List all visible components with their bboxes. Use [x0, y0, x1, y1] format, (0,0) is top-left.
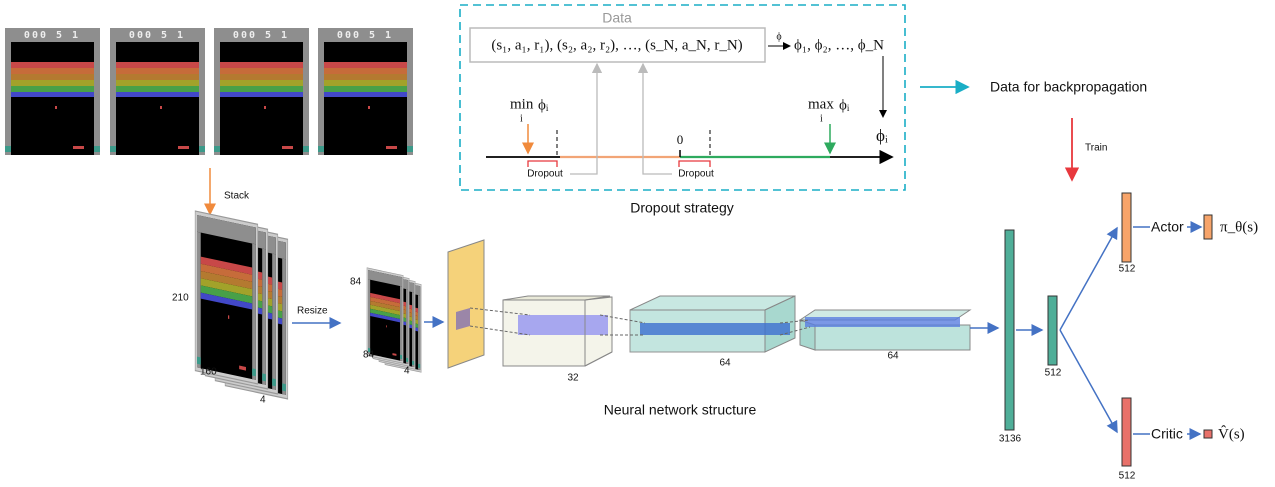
data-tuple: (s₁, a₁, r₁), (s₂, a₂, r₂), …, (s_N, a_N… [491, 37, 742, 53]
critic-size: 512 [1119, 471, 1136, 482]
conv-channels: 32 [567, 373, 579, 384]
max-operator: max [808, 96, 834, 112]
game-frames: 000 5 1 000 5 1 000 5 1 000 5 1 [5, 28, 413, 155]
zero-label: 0 [677, 132, 684, 147]
value-node [1203, 429, 1213, 439]
actor-size: 512 [1119, 264, 1136, 275]
train-label: Train [1085, 143, 1107, 154]
data-title: Data [602, 10, 632, 26]
resized-depth: 4 [404, 366, 410, 377]
stacked-frame [194, 210, 259, 385]
frame-image [368, 270, 403, 362]
critic-label: Critic [1151, 426, 1183, 442]
backprop-label: Data for backpropagation [990, 79, 1147, 95]
conv-channels: 64 [719, 358, 731, 369]
dropout-box [459, 4, 906, 191]
critic-branch [1059, 329, 1118, 434]
game-frame: 000 5 1 [318, 28, 413, 155]
frame-score: 000 5 1 [129, 30, 185, 41]
resized-height: 84 [350, 277, 362, 288]
frame-score: 000 5 1 [233, 30, 289, 41]
conv-channels: 64 [887, 351, 899, 362]
input-depth: 4 [260, 395, 266, 406]
dropout-link [570, 62, 603, 175]
dropout-bracket [678, 160, 711, 167]
max-index: i [820, 113, 823, 124]
receptive-lines [469, 307, 811, 336]
resized-stack [366, 267, 422, 373]
actor-branch [1059, 226, 1118, 331]
input-layer [447, 239, 485, 369]
input-width: 160 [200, 367, 217, 378]
min-term: ϕᵢ [538, 97, 549, 113]
data-box [469, 27, 766, 63]
game-frame: 000 5 1 [110, 28, 205, 155]
axis-label: ϕᵢ [876, 126, 888, 145]
frame-image [5, 28, 100, 155]
dropout-label: Dropout [527, 169, 563, 180]
input-height: 210 [172, 293, 189, 304]
max-term: ϕᵢ [839, 97, 850, 113]
resize-label: Resize [297, 306, 328, 317]
frame-score: 000 5 1 [337, 30, 393, 41]
input-stack [194, 210, 289, 400]
stack-label: Stack [224, 191, 250, 202]
conv-block [502, 295, 613, 367]
critic-layer [1121, 397, 1132, 467]
min-index: i [520, 113, 523, 124]
min-operator: min [510, 96, 534, 112]
stacked-frame [366, 267, 404, 364]
dropout-caption: Dropout strategy [630, 200, 734, 216]
dropout-link [637, 62, 672, 175]
conv-block [629, 295, 796, 353]
map-label: ϕ [776, 31, 781, 42]
actor-layer [1121, 192, 1132, 263]
dropout-bracket [527, 160, 558, 167]
kernel [456, 308, 470, 330]
game-frame: 000 5 1 [5, 28, 100, 155]
dropout-label: Dropout [678, 169, 714, 180]
resized-width: 84 [363, 350, 375, 361]
network-caption: Neural network structure [604, 402, 757, 418]
frame-image [110, 28, 205, 155]
frame-score: 000 5 1 [24, 30, 80, 41]
conv-block [798, 309, 972, 351]
value-output: V̂(s) [1218, 426, 1245, 443]
frame-image [214, 28, 309, 155]
policy-node [1203, 214, 1213, 240]
dense-layer [1004, 229, 1015, 431]
game-frame: 000 5 1 [214, 28, 309, 155]
frame-image [197, 215, 256, 380]
dense-size: 512 [1045, 368, 1062, 379]
dense-layer [1047, 295, 1058, 366]
frame-image [318, 28, 413, 155]
dense-size: 3136 [999, 434, 1022, 445]
features: ϕ₁, ϕ₂, …, ϕ_N [794, 37, 884, 53]
actor-label: Actor [1151, 219, 1184, 235]
policy-output: π_θ(s) [1220, 219, 1258, 235]
